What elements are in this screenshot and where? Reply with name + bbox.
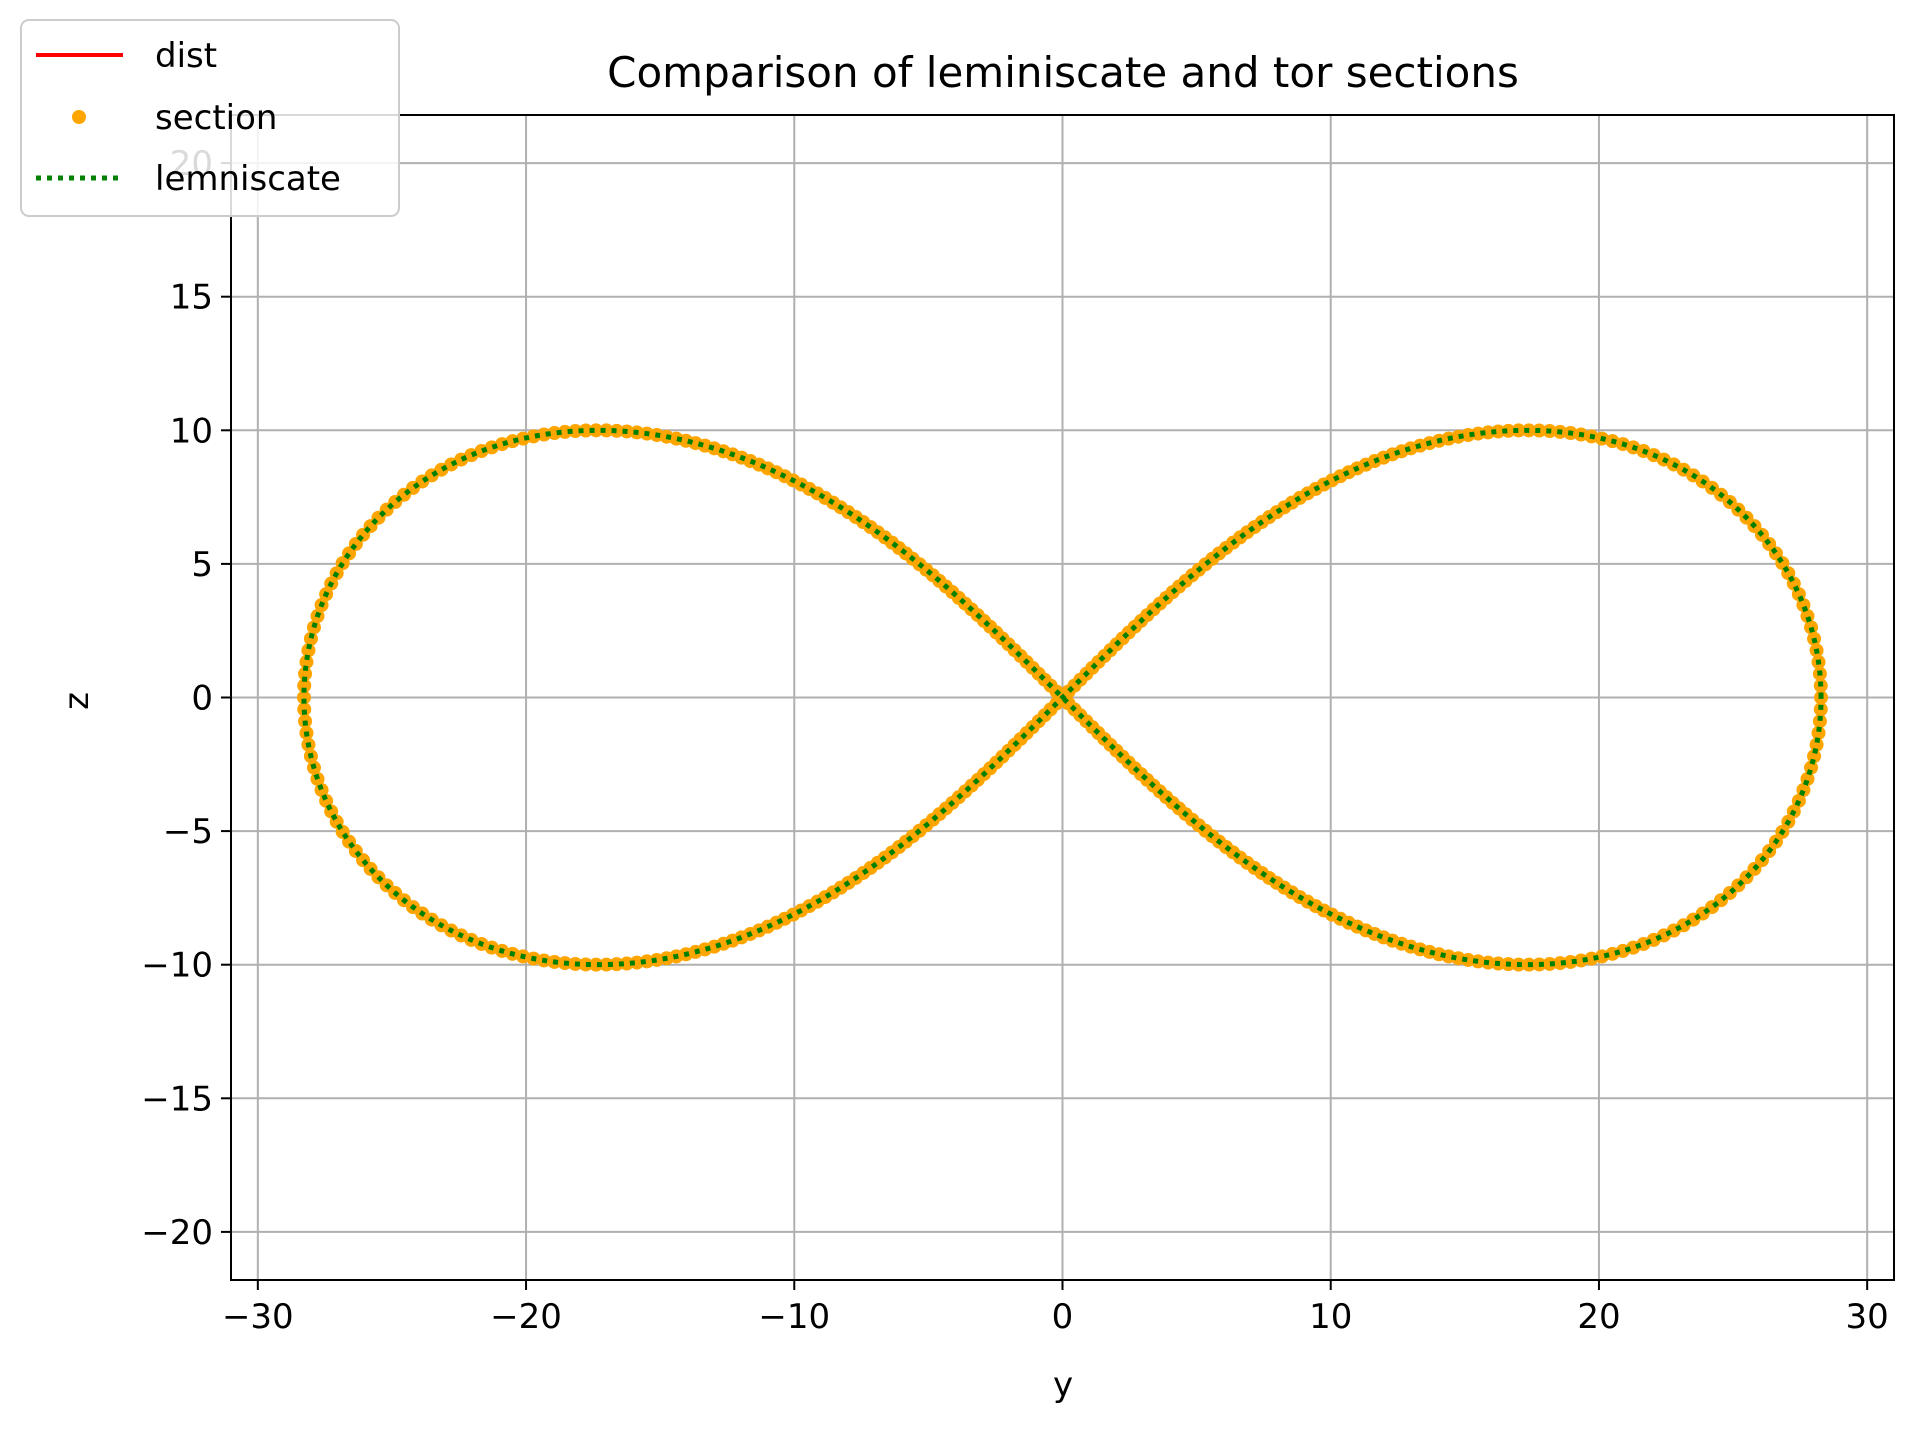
section-point [1511,423,1526,438]
section-point [296,690,311,705]
x-tick-label: 20 [1577,1297,1620,1337]
y-axis-label: z [57,692,97,710]
grid [231,115,1894,1280]
section-point [303,631,318,646]
y-tick-label: 15 [170,278,213,318]
section-point [297,678,312,693]
section-point [1807,749,1822,764]
section-point [505,434,520,449]
section-point [1809,737,1824,752]
x-tick-label: 10 [1309,1297,1352,1337]
y-tick-label: 5 [191,545,213,585]
section-point [1811,725,1826,740]
legend-box [20,19,400,217]
section-point [599,423,614,438]
section-point [301,643,316,658]
section-point [526,429,541,444]
section-point [619,956,634,971]
section-point [298,666,313,681]
section-point [1542,956,1557,971]
section-point [1553,956,1568,971]
y-tick-label: 0 [191,679,213,719]
x-tick-label: 30 [1846,1297,1889,1337]
y-tick-label: 10 [170,411,213,451]
section-point [557,424,572,439]
section-point [589,957,604,972]
y-tick-label: −15 [141,1079,213,1119]
x-tick-label: −20 [490,1297,562,1337]
x-axis-label: y [1053,1365,1073,1405]
section-point [1574,953,1589,968]
legend-label-lemniscate: lemniscate [155,159,341,199]
section-point [589,423,604,438]
x-tick-label: −10 [758,1297,830,1337]
section-point [609,957,624,972]
legend-label-dist: dist [155,36,217,76]
y-tick-label: −20 [141,1213,213,1253]
section-point [297,702,312,717]
section-point [1584,951,1599,966]
y-tick-label: −5 [163,812,213,852]
section-point [1491,424,1506,439]
x-tick-label: 0 [1052,1297,1074,1337]
section-point [1563,954,1578,969]
section-point [1501,423,1516,438]
section-point [299,655,314,670]
chart-title: Comparison of leminiscate and tor sectio… [607,48,1519,97]
section-point [1814,690,1829,705]
section-point [1812,714,1827,729]
y-tick-label: −10 [141,946,213,986]
y-axis-ticks: −20−15−10−505101520 [141,144,231,1253]
x-axis-ticks: −30 −20 −10 0 10 20 30 [222,1280,1889,1337]
section-point [568,424,583,439]
section-point [609,423,624,438]
section-point [547,426,562,441]
legend: dist section lemniscate [20,19,400,217]
section-point [578,957,593,972]
section-point [578,423,593,438]
section-point [599,957,614,972]
legend-label-section: section [155,98,277,138]
section-point [629,955,644,970]
series-lemniscate [301,427,1824,968]
section-point [1595,949,1610,964]
section-point [536,427,551,442]
section-point [515,431,530,446]
x-tick-label: −30 [222,1297,294,1337]
legend-swatch-section [72,110,86,124]
